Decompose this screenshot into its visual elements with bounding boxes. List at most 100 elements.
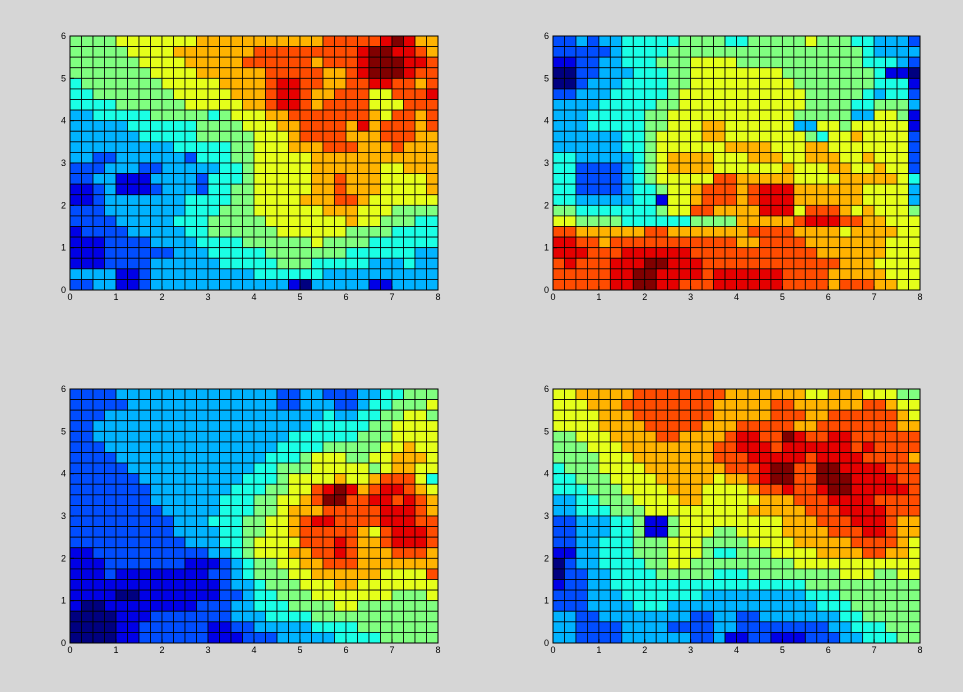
heatmap-cell	[575, 183, 588, 196]
heatmap-cell	[850, 462, 864, 475]
heatmap-cell	[690, 152, 703, 164]
heatmap-cell	[885, 109, 898, 122]
heatmap-cell	[644, 247, 657, 259]
heatmap-cell	[196, 579, 209, 591]
heatmap-cell	[276, 56, 289, 69]
heatmap-cell	[804, 130, 818, 143]
heatmap-cell	[587, 462, 600, 475]
heatmap-cell	[207, 236, 220, 249]
heatmap-cell	[426, 56, 439, 69]
heatmap-cell	[127, 77, 140, 90]
heatmap-cell	[736, 268, 749, 280]
heatmap-cell	[173, 483, 186, 496]
heatmap-cell	[92, 88, 105, 100]
heatmap-cell	[150, 35, 163, 47]
heatmap-cell	[793, 35, 806, 47]
heatmap-cell	[839, 600, 852, 612]
heatmap-cell	[690, 420, 703, 432]
heatmap-cell	[896, 600, 909, 612]
heatmap-cell	[380, 399, 393, 411]
heatmap-cell	[713, 257, 726, 270]
heatmap-cell	[678, 130, 692, 143]
heatmap-cell	[678, 388, 692, 400]
heatmap-cell	[804, 46, 818, 58]
heatmap-cell	[713, 99, 726, 111]
heatmap-cell	[816, 430, 829, 443]
heatmap-cell	[701, 215, 714, 227]
heatmap-cell	[357, 77, 370, 90]
heatmap-cell	[667, 462, 680, 475]
heatmap-cell	[414, 268, 427, 280]
heatmap-cell	[598, 515, 611, 527]
heatmap-cell	[908, 430, 921, 443]
heatmap-cell	[276, 409, 289, 422]
heatmap-cell	[207, 441, 220, 453]
heatmap-cell	[357, 279, 370, 291]
heatmap-cell	[885, 88, 898, 100]
heatmap-cell	[253, 568, 266, 580]
heatmap-cell	[655, 579, 669, 591]
heatmap-cell	[276, 579, 289, 591]
heatmap-cell	[575, 610, 588, 623]
heatmap-cell	[644, 35, 657, 47]
heatmap-cell	[781, 388, 795, 400]
heatmap-cell	[115, 621, 128, 633]
heatmap-cell	[804, 441, 818, 453]
heatmap-cell	[311, 77, 324, 90]
heatmap-cell	[81, 494, 94, 506]
heatmap-cell	[816, 579, 829, 591]
heatmap-cell	[391, 430, 404, 443]
heatmap-cell	[850, 67, 864, 79]
heatmap-cell	[587, 505, 600, 517]
heatmap-cell	[770, 109, 783, 122]
heatmap-cell	[827, 462, 841, 475]
heatmap-cell	[357, 152, 370, 164]
heatmap-cell	[850, 99, 864, 111]
heatmap-cell	[115, 77, 128, 90]
heatmap-cell	[115, 515, 128, 527]
heatmap-cell	[839, 610, 852, 623]
heatmap-cell	[736, 35, 749, 47]
heatmap-cell	[621, 473, 634, 485]
heatmap-cell	[621, 204, 634, 217]
heatmap-cell	[587, 589, 600, 602]
heatmap-cell	[736, 420, 749, 432]
heatmap-cell	[150, 568, 163, 580]
heatmap-cell	[713, 88, 726, 100]
x-tick-label: 7	[389, 645, 394, 655]
heatmap-cell	[655, 399, 669, 411]
heatmap-cell	[104, 215, 117, 227]
heatmap-cell	[322, 621, 335, 633]
heatmap-cell	[173, 109, 186, 122]
heatmap-cell	[587, 120, 600, 132]
heatmap-cell	[115, 183, 128, 196]
heatmap-cell	[311, 152, 324, 164]
heatmap-cell	[219, 526, 232, 538]
heatmap-cell	[804, 236, 818, 249]
heatmap-cell	[368, 88, 381, 100]
heatmap-cell	[127, 257, 140, 270]
heatmap-cell	[196, 77, 209, 90]
heatmap-cell	[885, 441, 898, 453]
heatmap-cell	[690, 557, 703, 570]
heatmap-cell	[357, 204, 370, 217]
heatmap-cell	[609, 515, 623, 527]
heatmap-cell	[81, 452, 94, 464]
heatmap-cell	[747, 88, 760, 100]
heatmap-cell	[115, 483, 128, 496]
heatmap-cell	[104, 632, 117, 644]
heatmap-cell	[873, 420, 886, 432]
heatmap-cell	[345, 152, 358, 164]
heatmap-cell	[827, 536, 841, 549]
heatmap-cell	[426, 162, 439, 174]
heatmap-cell	[908, 215, 921, 227]
heatmap-cell	[127, 483, 140, 496]
heatmap-cell	[127, 515, 140, 527]
heatmap-cell	[587, 130, 600, 143]
heatmap-cell	[265, 173, 278, 185]
heatmap-cell	[736, 46, 749, 58]
heatmap-cell	[587, 152, 600, 164]
heatmap-cell	[873, 483, 886, 496]
heatmap-cell	[276, 473, 289, 485]
heatmap-cell	[207, 621, 220, 633]
